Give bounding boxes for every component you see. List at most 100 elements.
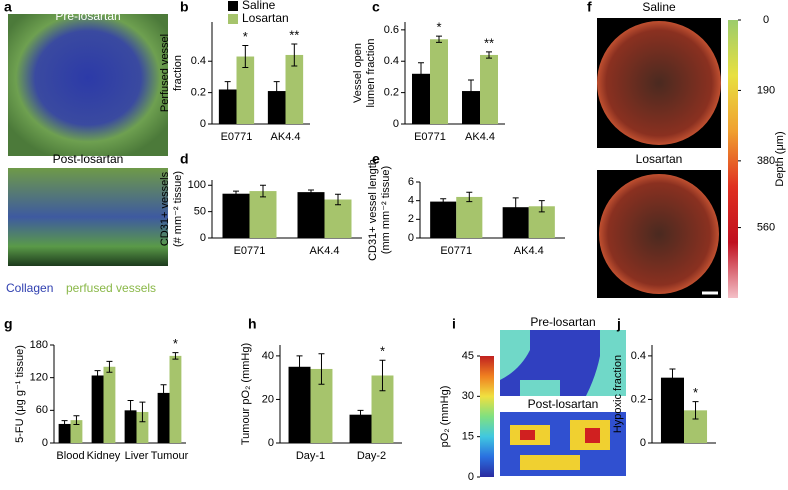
error-bar	[466, 191, 473, 203]
bar	[412, 73, 430, 124]
bar	[430, 39, 448, 125]
bar	[236, 56, 255, 125]
y-axis-label: 5-FU (μg g⁻¹ tissue)	[14, 345, 26, 443]
error-bar	[127, 400, 134, 421]
x-tick-label: AK4.4	[465, 131, 495, 143]
panel-letter: g	[4, 316, 13, 332]
x-tick-label: E0771	[440, 245, 472, 257]
error-bar	[94, 370, 101, 381]
panel-letter: i	[452, 316, 456, 332]
y-tick-label: 0	[42, 437, 48, 449]
error-bar	[61, 420, 68, 428]
y-tick-label: 0	[393, 118, 399, 130]
bar	[480, 54, 498, 125]
y-tick-label: 6	[408, 176, 414, 188]
legend-swatch	[228, 1, 238, 11]
bar	[218, 89, 237, 124]
panel-letter: e	[372, 151, 380, 167]
error-bar	[512, 197, 519, 218]
colorbar-label: pO₂ (mmHg)	[439, 386, 451, 448]
panel-letter: b	[180, 0, 189, 15]
colorbar-label: Depth (μm)	[774, 131, 786, 186]
panel-letter: j	[616, 316, 621, 332]
panel-letter: d	[180, 151, 189, 167]
error-bar	[308, 189, 314, 195]
bar	[285, 54, 304, 125]
y-axis-label: Vessel open	[352, 43, 364, 103]
bar	[222, 193, 250, 238]
bar	[91, 375, 104, 443]
error-bar	[273, 81, 280, 101]
x-tick-label: AK4.4	[514, 245, 544, 257]
colorbar	[728, 20, 738, 298]
y-tick-label: 4	[408, 195, 414, 207]
x-tick-label: Kidney	[87, 450, 121, 462]
error-bar	[335, 193, 341, 206]
legend-label: perfused vessels	[66, 281, 156, 295]
y-axis-label: Perfused vessel	[159, 34, 171, 112]
significance-label: *	[436, 20, 441, 35]
error-bar	[291, 43, 298, 67]
colorbar	[480, 356, 494, 477]
significance-label: *	[693, 385, 698, 400]
legend-swatch	[228, 14, 238, 24]
error-bar	[139, 401, 146, 423]
y-tick-label: 0.4	[191, 55, 206, 67]
y-tick-label: 2	[408, 213, 414, 225]
image-caption: Post-losartan	[53, 152, 124, 166]
y-axis-label: CD31+ vessel length	[367, 159, 379, 261]
y-tick-label: 0	[200, 232, 206, 244]
y-tick-label: 0	[763, 14, 769, 26]
x-tick-label: Liver	[125, 450, 149, 462]
tumour-image	[599, 174, 719, 294]
y-tick-label: 560	[757, 221, 775, 233]
significance-label: **	[484, 35, 494, 50]
error-bar	[538, 200, 545, 213]
y-tick-label: 0.6	[384, 24, 399, 36]
bar	[103, 366, 116, 443]
image-panel-i: i Pre-losartan Post-losartan	[452, 315, 626, 476]
image-caption: Pre-losartan	[55, 9, 120, 23]
y-tick-label: 0.4	[384, 55, 399, 67]
x-tick-label: Day-2	[357, 450, 386, 462]
x-tick-label: E0771	[414, 131, 446, 143]
bar	[462, 91, 480, 124]
y-tick-label: 0	[640, 437, 646, 449]
significance-label: *	[243, 29, 248, 44]
significance-label: **	[289, 27, 299, 42]
y-tick-label: 100	[188, 179, 206, 191]
bar	[70, 420, 83, 443]
error-bar	[440, 198, 447, 205]
legend-label: Saline	[242, 0, 276, 12]
y-tick-label: 50	[194, 206, 206, 218]
image-caption: Pre-losartan	[530, 315, 595, 329]
x-tick-label: AK4.4	[310, 245, 340, 257]
bar	[297, 192, 325, 238]
y-tick-label: 45	[462, 350, 474, 362]
bar	[349, 414, 372, 443]
y-tick-label: 0	[408, 232, 414, 244]
error-bar	[357, 409, 364, 420]
y-axis-label: (mm mm⁻² tissue)	[380, 166, 392, 254]
panel-letter: f	[587, 0, 592, 15]
y-tick-label: 0	[468, 471, 474, 483]
bar	[660, 377, 684, 443]
x-tick-label: Tumour	[151, 450, 189, 462]
y-tick-label: 0.2	[631, 393, 646, 405]
error-bar	[160, 384, 167, 402]
image-panel-f: f Saline Losartan	[587, 0, 721, 298]
bar	[288, 366, 311, 443]
legend-label: Losartan	[242, 11, 289, 25]
bar	[430, 201, 457, 238]
y-tick-label: 0	[268, 437, 274, 449]
y-tick-label: 30	[462, 390, 474, 402]
panel-letter: c	[372, 0, 380, 15]
y-tick-label: 190	[757, 84, 775, 96]
y-tick-label: 60	[36, 404, 48, 416]
error-bar	[436, 35, 442, 43]
bar	[249, 191, 277, 238]
legend-label: Collagen	[6, 281, 53, 295]
y-tick-label: 0.4	[631, 350, 646, 362]
y-axis-label: (# mm⁻² tissue)	[172, 171, 184, 247]
